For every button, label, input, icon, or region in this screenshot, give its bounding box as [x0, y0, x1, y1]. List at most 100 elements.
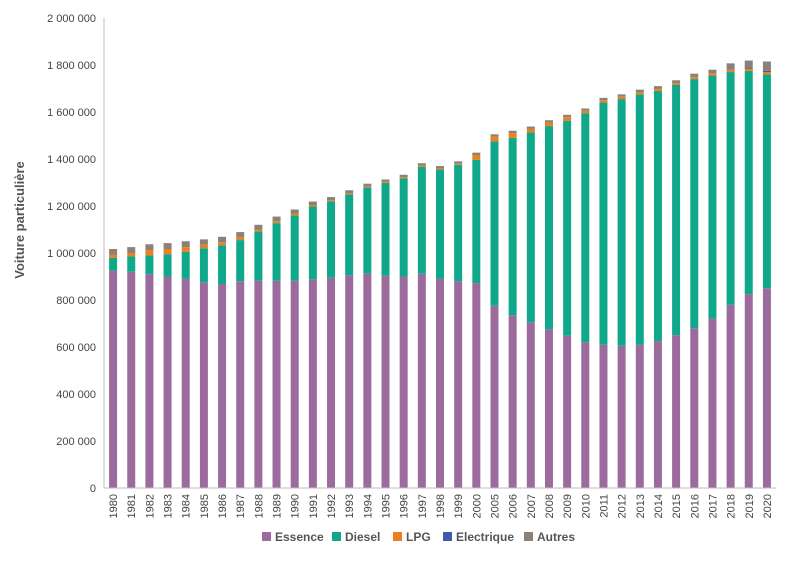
bar-segment-electrique [762, 70, 771, 73]
bar-segment-essence [726, 304, 735, 488]
bar-segment-autres [399, 174, 408, 178]
bar-segment-autres [417, 163, 426, 166]
bar-segment-diesel [472, 159, 481, 284]
x-tick-label: 1999 [453, 494, 465, 518]
bar-segment-electrique [744, 67, 753, 69]
bar-segment-diesel [109, 257, 118, 271]
bar-segment-essence [236, 281, 245, 488]
bar-segment-autres [436, 166, 444, 169]
bar-segment-diesel [690, 79, 699, 329]
x-tick-label: 2009 [562, 494, 574, 518]
x-tick-label: 2007 [526, 494, 538, 518]
legend-label-autres: Autres [537, 530, 575, 544]
bar-segment-lpg [327, 200, 336, 202]
bar-segment-autres [672, 80, 681, 84]
bar-segment-diesel [508, 137, 517, 316]
bar-segment-essence [399, 276, 408, 488]
x-tick-label: 2018 [726, 494, 738, 518]
x-tick-label: 2016 [689, 494, 701, 518]
bar-segment-autres [145, 244, 154, 251]
bar-segment-lpg [145, 250, 154, 256]
bar-segment-diesel [708, 75, 717, 319]
bar-segment-autres [708, 69, 717, 74]
x-tick-label: 1980 [108, 494, 120, 518]
x-tick-label: 2014 [653, 494, 665, 518]
bar-segment-lpg [236, 237, 245, 241]
bar-segment-autres [454, 161, 463, 164]
bar-segment-essence [199, 282, 208, 488]
x-tick-label: 1986 [217, 494, 229, 518]
x-tick-label: 2012 [617, 494, 629, 518]
bar-segment-diesel [399, 178, 408, 277]
bar-segment-autres [563, 114, 572, 118]
bars [109, 60, 771, 488]
legend-label-diesel: Diesel [345, 530, 380, 544]
bar-segment-autres [581, 108, 590, 111]
x-tick-label: 2000 [471, 494, 483, 518]
x-tick-label: 1985 [199, 494, 211, 518]
y-tick-label: 400 000 [56, 389, 96, 401]
legend: Essence Diesel LPG Electrique Autres [262, 530, 575, 544]
legend-swatch-diesel [332, 532, 341, 541]
bar-segment-diesel [327, 201, 336, 278]
bar-segment-lpg [508, 133, 517, 138]
x-tick-label: 2015 [671, 494, 683, 518]
x-tick-label: 2010 [580, 494, 592, 518]
x-axis-ticks: 1980 1981 1982 1983 1984 1985 1986 1987 1988 1989… [108, 494, 774, 518]
bar-segment-autres [617, 94, 626, 97]
bar-segment-essence [308, 279, 317, 488]
bar-segment-essence [272, 280, 281, 488]
bar-segment-autres [762, 61, 771, 71]
bar-segment-diesel [490, 141, 499, 306]
bar-segment-lpg [726, 69, 735, 73]
x-tick-label: 2008 [544, 494, 556, 518]
bar-segment-lpg [272, 221, 281, 224]
bar-segment-diesel [218, 245, 227, 285]
bar-segment-diesel [345, 194, 354, 276]
bar-segment-autres [290, 209, 299, 214]
x-tick-label: 2006 [508, 494, 520, 518]
bar-segment-autres [363, 183, 372, 187]
x-tick-label: 1983 [163, 494, 175, 518]
x-tick-label: 1995 [381, 494, 393, 518]
bar-segment-essence [635, 344, 644, 488]
bar-segment-diesel [635, 94, 644, 345]
legend-swatch-lpg [393, 532, 402, 541]
bar-segment-autres [272, 216, 281, 222]
bar-segment-autres [381, 179, 390, 182]
bar-segment-essence [218, 284, 227, 488]
bar-segment-autres [345, 190, 354, 194]
bar-segment-diesel [544, 126, 553, 330]
bar-segment-diesel [436, 169, 444, 279]
bar-segment-diesel [181, 251, 190, 279]
x-tick-label: 2005 [489, 494, 501, 518]
bar-segment-diesel [272, 223, 281, 281]
bar-segment-essence [454, 281, 463, 488]
y-tick-label: 1 400 000 [47, 154, 96, 166]
bar-segment-lpg [163, 249, 172, 255]
bar-segment-autres [199, 239, 208, 245]
bar-segment-autres [726, 63, 735, 70]
bar-segment-diesel [563, 120, 572, 336]
bar-segment-autres [127, 247, 136, 253]
bar-segment-diesel [617, 99, 626, 346]
bar-segment-essence [708, 318, 717, 488]
bar-segment-diesel [744, 70, 753, 295]
bar-segment-lpg [617, 96, 626, 100]
bar-segment-essence [563, 335, 572, 488]
bar-segment-essence [526, 322, 535, 488]
x-tick-label: 1991 [308, 494, 320, 518]
bar-segment-lpg [708, 73, 717, 76]
bar-segment-essence [472, 283, 481, 488]
bar-segment-lpg [599, 100, 608, 103]
bar-segment-diesel [417, 166, 426, 274]
bar-segment-diesel [653, 90, 662, 342]
bar-segment-autres [181, 241, 190, 248]
bar-segment-essence [163, 276, 172, 488]
bar-segment-lpg [308, 205, 317, 207]
x-tick-label: 2013 [635, 494, 647, 518]
x-tick-label: 1981 [126, 494, 138, 518]
y-axis-ticks: 0 200 000 400 000 600 000 800 000 1 000 000 1 … [47, 13, 96, 495]
bar-segment-essence [599, 344, 608, 488]
bar-segment-diesel [254, 231, 263, 281]
